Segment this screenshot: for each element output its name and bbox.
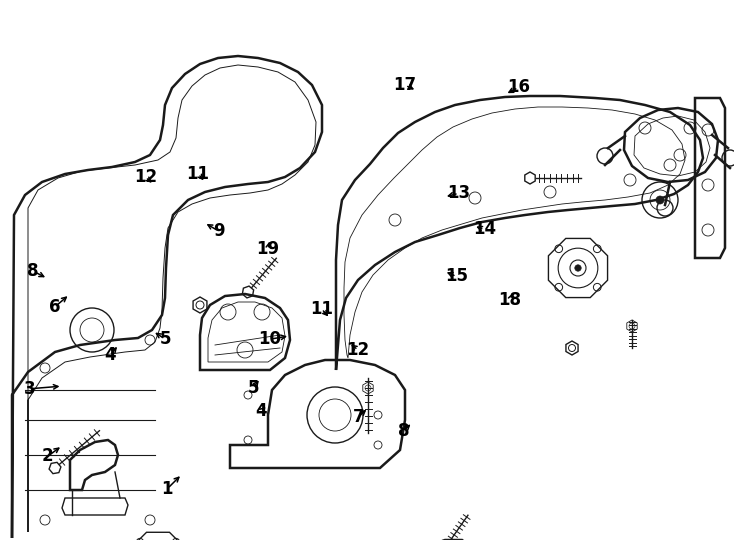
Text: 4: 4 [104,346,116,364]
Text: 11: 11 [310,300,333,318]
Text: 7: 7 [352,408,364,426]
Text: 2: 2 [42,447,54,465]
Text: 3: 3 [23,380,35,398]
Circle shape [575,265,581,271]
Text: 13: 13 [447,184,470,202]
Text: 6: 6 [49,298,61,316]
Text: 1: 1 [161,480,173,498]
Text: 9: 9 [213,222,225,240]
Text: 5: 5 [159,330,171,348]
Text: 16: 16 [506,78,530,97]
Text: 12: 12 [134,168,157,186]
Text: 15: 15 [445,267,468,286]
Text: 14: 14 [473,220,496,239]
Text: 4: 4 [255,402,266,421]
Text: 5: 5 [247,379,259,397]
Text: 17: 17 [393,76,417,94]
Text: 11: 11 [186,165,210,183]
Text: 12: 12 [346,341,370,359]
Circle shape [656,196,664,204]
Text: 18: 18 [498,291,522,309]
Text: 8: 8 [398,422,410,440]
Text: 8: 8 [27,262,39,280]
Text: 10: 10 [258,330,282,348]
Text: 19: 19 [256,240,280,259]
